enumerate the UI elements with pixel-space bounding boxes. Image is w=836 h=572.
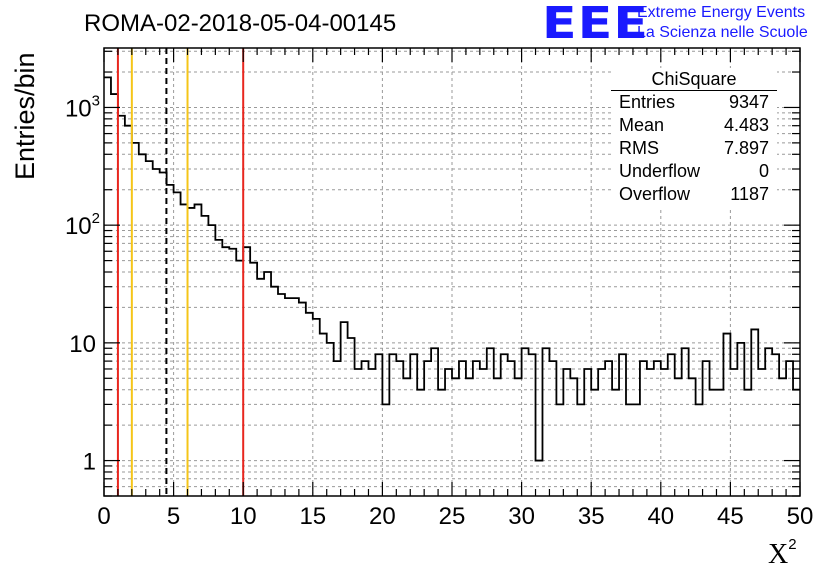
y-tick-label: 1 bbox=[83, 449, 96, 476]
stats-box: ChiSquare Entries 9347 Mean 4.483 RMS 7.… bbox=[611, 68, 777, 208]
stats-value: 4.483 bbox=[723, 115, 769, 135]
stats-value: 7.897 bbox=[723, 138, 769, 158]
x-tick-label: 25 bbox=[439, 503, 466, 530]
logo-line-1: Extreme Energy Events bbox=[637, 4, 806, 21]
stats-label: Underflow bbox=[619, 161, 701, 181]
y-tick-label: 103 bbox=[65, 92, 100, 122]
stats-value: 0 bbox=[758, 161, 769, 181]
stats-row-rms: RMS 7.897 bbox=[611, 137, 777, 160]
stats-label: Overflow bbox=[619, 184, 691, 204]
y-tick-label-base: 10 bbox=[65, 95, 92, 122]
stats-value: 9347 bbox=[728, 92, 769, 112]
stats-row-entries: Entries 9347 bbox=[611, 91, 777, 114]
x-tick-label: 0 bbox=[97, 503, 110, 530]
x-tick-label: 5 bbox=[167, 503, 180, 530]
y-tick-label: 102 bbox=[65, 210, 100, 240]
y-tick-label-base: 10 bbox=[65, 213, 92, 240]
x-tick-label: 10 bbox=[230, 503, 257, 530]
x-tick-label: 20 bbox=[369, 503, 396, 530]
y-tick-label: 10 bbox=[69, 331, 96, 358]
stats-row-underflow: Underflow 0 bbox=[611, 160, 777, 183]
x-tick-label: 40 bbox=[647, 503, 674, 530]
histogram-series bbox=[104, 76, 800, 462]
y-tick-label-exp: 3 bbox=[92, 92, 100, 109]
stats-row-mean: Mean 4.483 bbox=[611, 114, 777, 137]
stats-label: Entries bbox=[619, 92, 676, 112]
stats-value: 1187 bbox=[730, 184, 769, 204]
eee-logo: EEE bbox=[542, 0, 650, 49]
y-axis-label: Entries/bin bbox=[10, 52, 40, 180]
x-tick-label: 15 bbox=[299, 503, 326, 530]
x-tick-label: 30 bbox=[508, 503, 535, 530]
x-axis-label: X2 bbox=[768, 536, 797, 571]
chart-title: ROMA-02-2018-05-04-00145 bbox=[84, 10, 397, 37]
x-axis-label-sup: 2 bbox=[788, 536, 797, 553]
stats-label: RMS bbox=[619, 138, 659, 158]
y-tick-label-exp: 2 bbox=[92, 210, 100, 227]
logo-line-2: La Scienza nelle Scuole bbox=[637, 24, 808, 41]
x-tick-label: 45 bbox=[717, 503, 744, 530]
x-tick-label: 50 bbox=[787, 503, 814, 530]
x-tick-label: 35 bbox=[578, 503, 605, 530]
x-axis-label-base: X bbox=[768, 539, 789, 570]
stats-title: ChiSquare bbox=[611, 68, 777, 91]
stats-label: Mean bbox=[619, 115, 665, 135]
stats-row-overflow: Overflow 1187 bbox=[611, 183, 777, 206]
